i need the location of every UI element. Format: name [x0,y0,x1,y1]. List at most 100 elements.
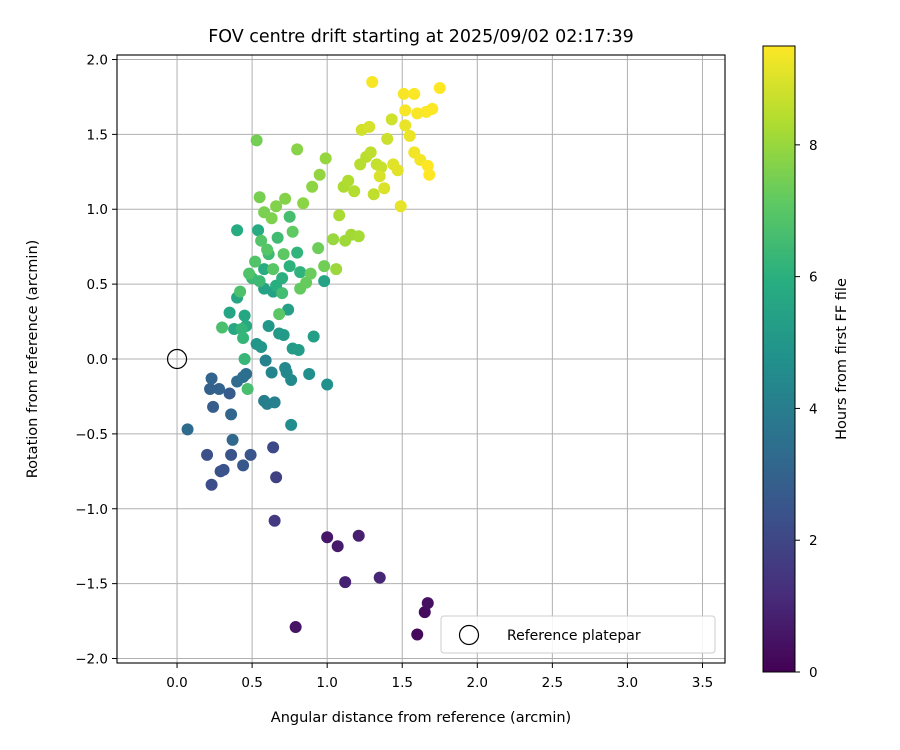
x-tick-label: 1.0 [316,675,337,691]
scatter-point [238,309,251,322]
scatter-point [286,225,299,238]
scatter-point [238,353,251,365]
scatter-point [318,275,331,288]
scatter-point [213,382,226,395]
scatter-point [352,230,365,243]
scatter-point [279,192,292,205]
scatter-point [291,143,304,156]
scatter-point [253,275,266,288]
scatter-point [292,344,305,357]
scatter-point [307,330,320,343]
scatter-point [366,75,379,88]
scatter-point [207,400,220,413]
scatter-point [217,463,230,476]
scatter-point [375,161,388,174]
scatter-point [283,260,296,273]
scatter-point [399,119,412,132]
scatter-point [421,159,434,172]
scatter-point [262,320,275,333]
scatter-point [277,329,290,342]
data-points [181,75,446,641]
scatter-point [294,266,307,279]
scatter-point [373,170,386,183]
legend: Reference platepar [440,615,716,654]
scatter-point [231,224,244,237]
scatter-point [243,267,256,280]
x-axis-ticks: 0.0 0.5 1.0 1.5 2.0 2.5 3.0 3.5 [166,663,713,691]
scatter-point [306,180,319,193]
y-tick-label: 0.5 [87,277,108,293]
scatter-point [225,448,238,461]
scatter-point [241,382,254,395]
scatter-point [265,212,278,225]
scatter-point [226,433,239,446]
scatter-point [271,231,284,244]
y-tick-label: 0.0 [87,352,108,368]
y-tick-label: 1.0 [87,202,108,218]
scatter-point [423,168,436,181]
scatter-point [421,597,434,610]
scatter-point [304,267,317,280]
scatter-point [339,576,352,589]
colorbar-tick-label: 2 [809,533,818,549]
scatter-point [181,423,194,436]
scatter-point [300,276,313,289]
scatter-point [205,372,218,385]
scatter-point [234,285,247,298]
scatter-point [201,448,214,461]
scatter-point [237,332,250,345]
reference-marker [166,348,188,370]
scatter-point [265,366,278,379]
scatter-point [237,370,250,383]
scatter-point [225,408,238,421]
scatter-point [291,246,304,259]
scatter-point [385,113,398,126]
scatter-point [319,152,332,165]
x-axis-label: Angular distance from reference (arcmin) [271,710,571,726]
scatter-point [289,621,302,634]
scatter-point [312,242,325,255]
scatter-point [268,396,281,409]
scatter-point [397,87,410,100]
legend-reference-marker [458,624,480,646]
scatter-point [313,168,326,181]
x-tick-label: 1.5 [391,675,412,691]
colorbar-gradient [762,45,796,673]
colorbar: 0 2 4 6 8 Hours from first FF file [762,45,850,681]
scatter-point [327,233,340,246]
grid [117,55,725,663]
scatter-point [433,81,446,94]
scatter-point [267,263,280,276]
scatter-point [282,303,295,316]
scatter-point [259,354,272,367]
y-tick-label: −2.0 [75,652,108,668]
scatter-point [378,182,391,195]
scatter-point [223,306,236,319]
scatter-point [261,243,274,256]
scatter-point [276,287,289,300]
scatter-point [318,260,331,273]
scatter-point [391,164,404,177]
scatter-point [297,197,310,210]
y-tick-label: −1.5 [75,577,108,593]
scatter-point [205,478,218,491]
scatter-point [255,341,268,354]
scatter-point [250,134,263,147]
scatter-point [352,529,365,542]
scatter-point [426,102,439,115]
x-tick-label: 3.5 [692,675,713,691]
scatter-point [204,382,217,395]
scatter-point [408,87,421,100]
scatter-point [373,571,386,584]
scatter-point [268,514,281,527]
y-tick-label: 1.5 [87,127,108,143]
scatter-point [411,628,424,641]
x-tick-label: 0.5 [241,675,262,691]
scatter-point [270,200,283,213]
legend-box [440,615,716,654]
scatter-point [285,418,298,431]
scatter-point [394,200,407,213]
scatter-point [381,132,394,145]
scatter-point [235,323,248,336]
